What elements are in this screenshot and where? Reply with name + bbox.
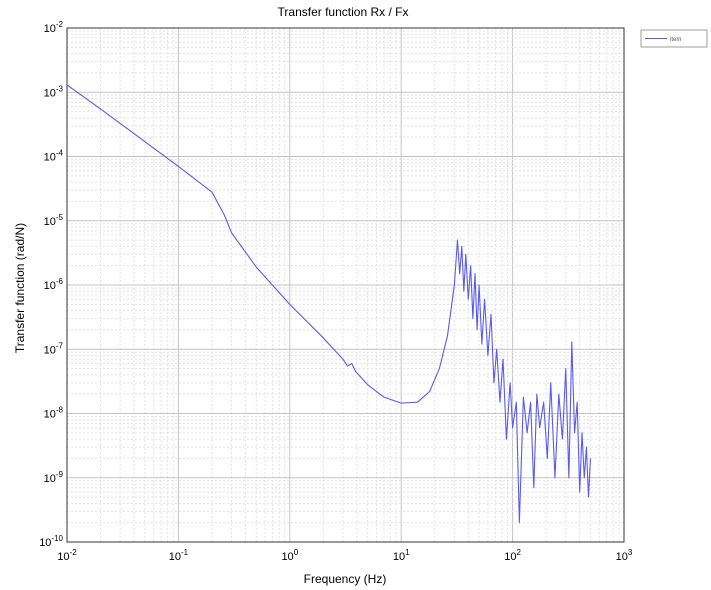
x-tick-label: 101: [393, 548, 410, 563]
legend: item: [640, 29, 708, 48]
grid: [66, 28, 624, 543]
x-tick-label: 100: [281, 548, 298, 563]
legend-box: [640, 29, 708, 48]
x-tick-label: 10-2: [57, 548, 77, 563]
series-layer: [66, 84, 592, 524]
y-tick-label: 10-5: [44, 213, 64, 228]
x-tick-labels: 10-2 10-1 100 101 102 103: [57, 548, 633, 563]
x-axis-label: Frequency (Hz): [304, 572, 387, 586]
series-line: [66, 84, 592, 524]
y-tick-label: 10-8: [44, 406, 64, 421]
legend-series-label: item: [670, 37, 681, 43]
y-tick-label: 10-10: [39, 534, 63, 549]
y-tick-label: 10-6: [44, 277, 64, 292]
y-tick-label: 10-3: [44, 84, 64, 99]
x-tick-label: 102: [504, 548, 521, 563]
y-tick-label: 10-2: [44, 20, 64, 35]
y-tick-label: 10-7: [44, 341, 64, 356]
plot-frame: [66, 27, 625, 543]
y-axis-label: Transfer function (rad/N): [13, 223, 27, 353]
x-tick-label: 10-1: [169, 548, 189, 563]
y-tick-label: 10-9: [44, 470, 64, 485]
chart-title: Transfer function Rx / Fx: [278, 5, 409, 19]
x-tick-label: 103: [616, 548, 633, 563]
y-tick-labels: 10-10 10-9 10-8 10-7 10-6 10-5 10-4 10-3 10-2: [39, 20, 63, 549]
y-tick-label: 10-4: [44, 149, 64, 164]
